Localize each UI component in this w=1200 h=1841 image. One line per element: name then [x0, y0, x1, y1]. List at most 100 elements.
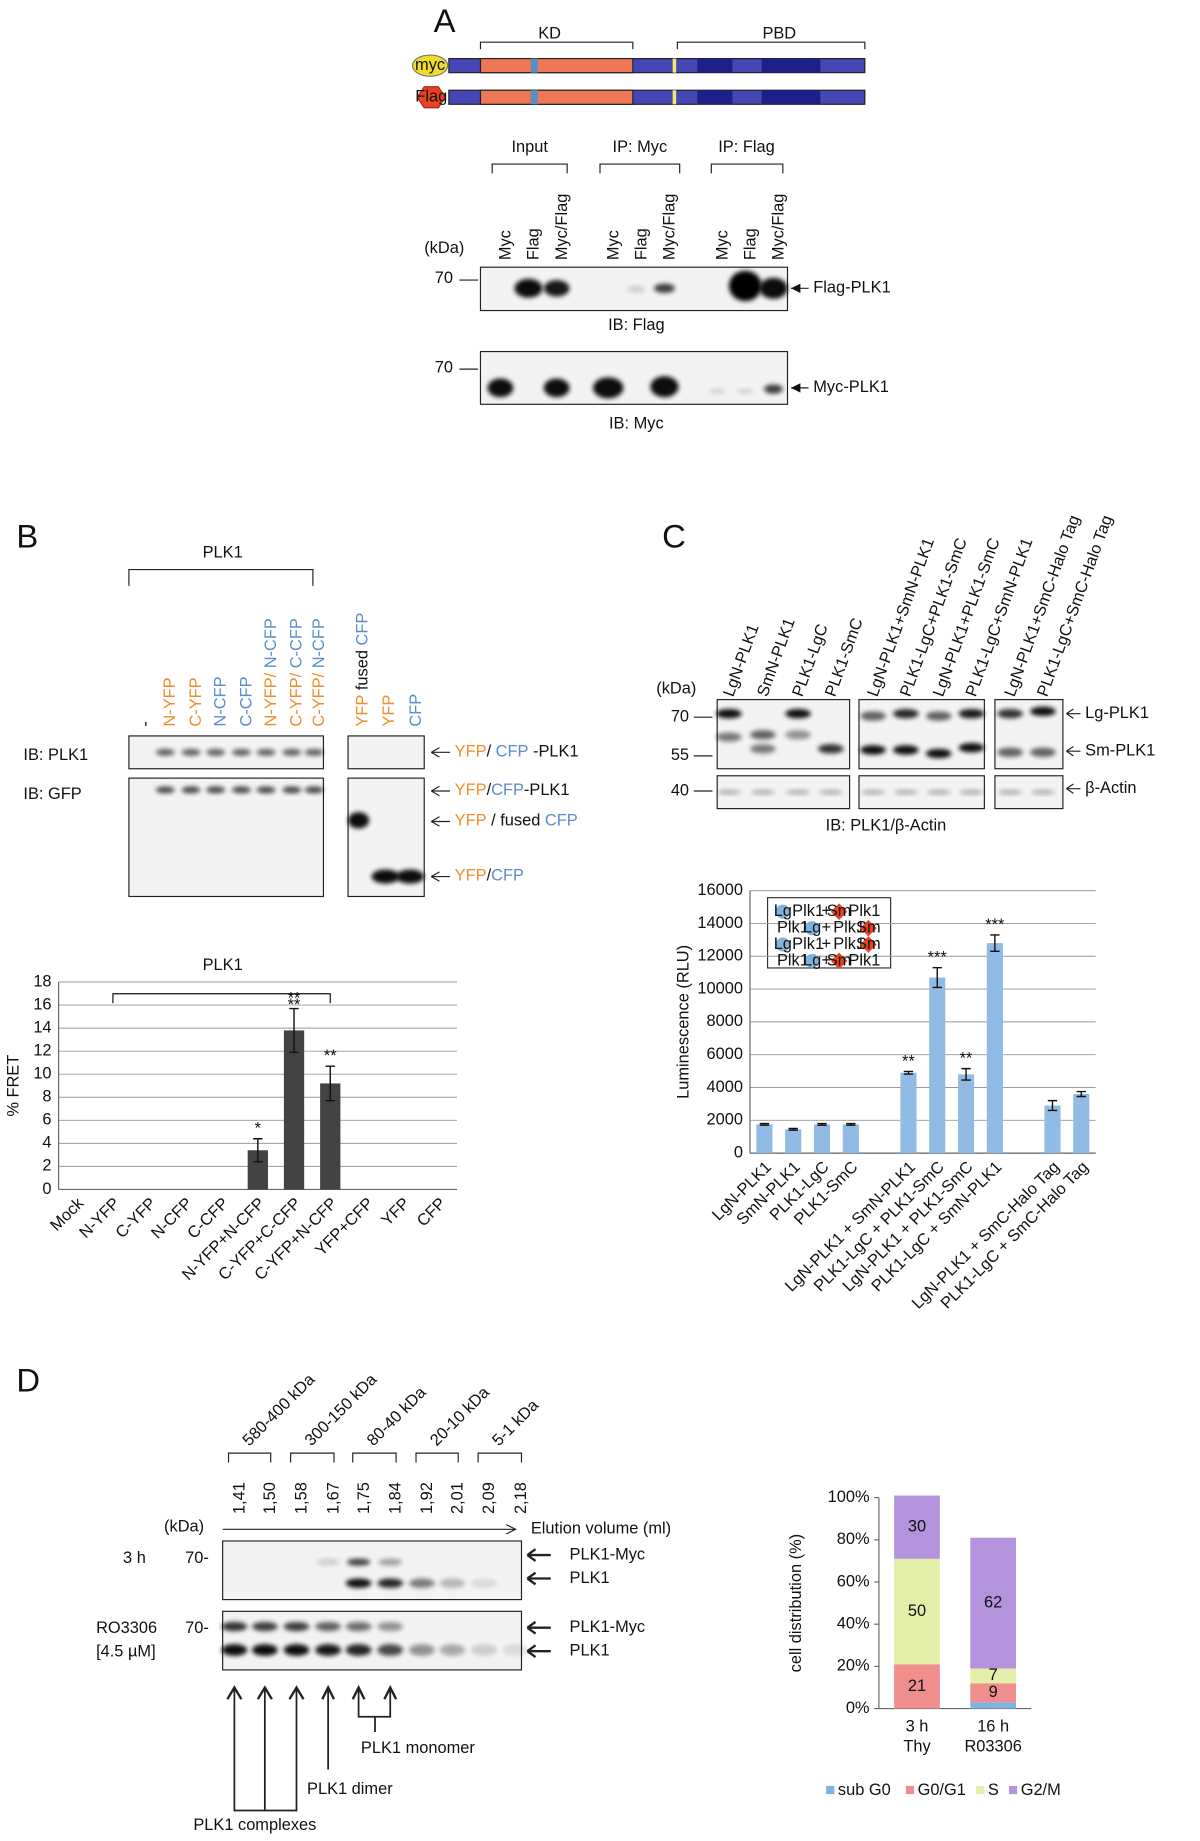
lane-label: C-YFP	[187, 677, 205, 726]
bar	[283, 1030, 305, 1190]
marker-label: 55	[671, 746, 689, 764]
y-tick-label: 100%	[828, 1488, 870, 1506]
blot-band	[316, 1558, 340, 1566]
y-tick-label: 14	[33, 1018, 51, 1036]
blot-band	[708, 389, 726, 394]
blot-band	[155, 748, 175, 756]
blot-band	[439, 1578, 466, 1588]
row-label: [4.5 µM]	[96, 1643, 156, 1661]
blot-band	[716, 708, 742, 719]
blot-band	[998, 789, 1022, 795]
domain-bracket	[479, 41, 866, 50]
blot-band	[371, 869, 400, 884]
domain-diagram	[411, 41, 866, 405]
significance: ***	[985, 916, 1005, 934]
blot-band	[408, 1578, 435, 1588]
text-part: /	[487, 781, 492, 799]
marker-label: 70	[671, 708, 689, 726]
text-part: -PLK1	[524, 781, 570, 799]
lg-icon	[805, 921, 820, 936]
band-label: PLK1	[570, 1569, 610, 1587]
domain-stripe	[672, 90, 677, 105]
lane-label: N-YFP/ N-CFP	[262, 618, 280, 726]
blot-band	[348, 812, 370, 829]
inset-text: Plk1	[792, 902, 824, 920]
blot-label: IB: Flag	[608, 316, 664, 334]
bar	[785, 1129, 802, 1154]
significance: **	[324, 1047, 337, 1065]
significance: **	[288, 996, 301, 1014]
blot-band	[282, 748, 302, 756]
y-tick-label: 6000	[706, 1045, 742, 1063]
error-bar	[990, 934, 1000, 953]
text-part: C-CFP	[288, 618, 306, 673]
y-tick-label: 0%	[846, 1699, 870, 1717]
error-bar	[1047, 1099, 1058, 1112]
bar	[1073, 1094, 1090, 1154]
y-axis-label: Luminescence (RLU)	[675, 945, 693, 1099]
annotation: PLK1 complexes	[193, 1816, 316, 1834]
inset-text: Lg	[774, 902, 792, 920]
y-tick-label: 0	[734, 1143, 743, 1161]
lg-icon	[775, 937, 790, 952]
domain-stripe	[672, 58, 677, 73]
y-tick-label: 2000	[706, 1111, 742, 1129]
text-part: YFP	[455, 743, 487, 761]
blot	[222, 1610, 523, 1671]
blot-band	[785, 708, 811, 719]
error-bar	[932, 967, 942, 989]
blot-band	[304, 748, 324, 756]
inset-text: Lg	[774, 935, 792, 953]
bar	[756, 1124, 773, 1154]
y-tick-label: 8000	[706, 1012, 742, 1030]
x-tick-label: 3 h	[906, 1718, 929, 1736]
blot-band	[487, 378, 514, 398]
blot-band	[892, 745, 919, 755]
band-label: PLK1-Myc	[570, 1545, 646, 1563]
blot-band	[1030, 747, 1056, 758]
significance: ***	[928, 949, 948, 967]
inset-text: +	[821, 935, 831, 953]
group-label: IP: Flag	[718, 138, 774, 156]
value-label: 62	[984, 1593, 1002, 1611]
kda-label: (kDa)	[424, 239, 464, 257]
fraction-label: 1,84	[386, 1482, 404, 1514]
bar	[842, 1124, 859, 1154]
x-tick-label: CFP	[414, 1194, 450, 1230]
marker-label: 70	[435, 358, 453, 376]
text-part: /	[487, 812, 501, 830]
significance: *	[255, 1120, 262, 1138]
y-tick-label: 10000	[697, 979, 743, 997]
blot-band	[653, 283, 675, 293]
bar	[813, 1124, 831, 1154]
value-label: 30	[908, 1518, 926, 1536]
error-bar	[759, 1122, 770, 1126]
text-part: fused	[354, 645, 372, 694]
blot-band	[749, 730, 776, 740]
blot-band	[346, 1558, 371, 1566]
range-label: 5-1 kDa	[489, 1396, 543, 1450]
lane-label: N-CFP	[212, 676, 230, 726]
panel-d-blots	[222, 1452, 551, 1812]
y-tick-label: 40%	[837, 1615, 870, 1633]
y-tick-label: 18	[33, 972, 51, 990]
blot-band	[232, 748, 251, 756]
blot-band	[256, 748, 276, 756]
y-tick-label: 80%	[837, 1530, 870, 1548]
row-label: RO3306	[96, 1619, 157, 1637]
blot-band	[181, 786, 201, 794]
blot-band	[749, 744, 776, 754]
y-tick-label: 2	[42, 1157, 51, 1175]
x-tick-label: Thy	[903, 1738, 931, 1756]
blot-band	[232, 786, 251, 794]
kda-label: (kDa)	[164, 1517, 204, 1535]
text-part: C-CFP	[238, 676, 256, 726]
blot-label: IB: PLK1	[23, 746, 88, 764]
sm-icon	[830, 903, 848, 920]
legend-swatch	[1008, 1785, 1018, 1795]
text-part: YFP	[381, 695, 399, 727]
lane-label: Myc/Flag	[661, 194, 679, 260]
blot-band	[181, 748, 201, 756]
bar-segment	[970, 1668, 1017, 1684]
legend-label: sub G0	[838, 1781, 891, 1799]
